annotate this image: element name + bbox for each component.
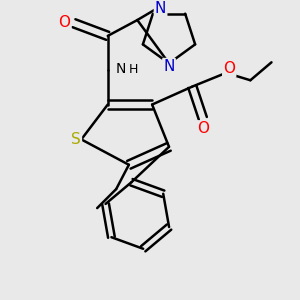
Text: N: N [155,1,166,16]
Text: N: N [163,59,175,74]
Text: O: O [197,122,209,136]
Text: S: S [71,132,81,147]
Text: N: N [115,61,126,76]
Text: H: H [128,63,138,76]
Text: O: O [223,61,235,76]
Text: O: O [58,15,70,30]
